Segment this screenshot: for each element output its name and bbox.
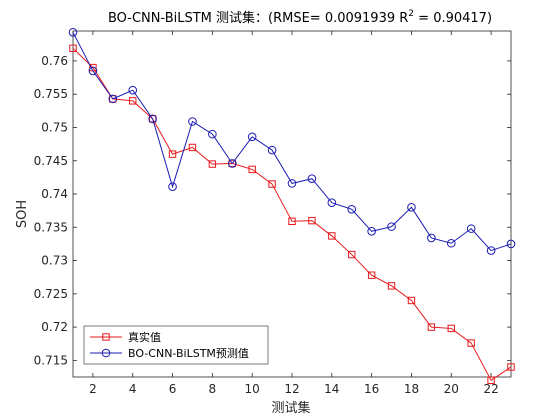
x-tick-label: 2: [89, 382, 97, 396]
series-2-point: [227, 159, 237, 168]
series-2-point: [108, 94, 118, 104]
x-axis-ticks: 2 4 6 8 10 12 14 16 18 20 22: [89, 31, 499, 396]
series-1-point: [188, 143, 197, 152]
y-tick-label: 0.73: [41, 254, 68, 268]
series-2-point: [367, 226, 376, 236]
x-tick-label: 8: [209, 382, 217, 396]
series-1-point: [328, 232, 336, 240]
series-2-point: [327, 198, 337, 207]
series-1-point: [228, 159, 236, 168]
y-tick-label: 0.715: [34, 353, 68, 367]
series-2-point: [347, 205, 357, 214]
x-tick-label: 4: [129, 382, 137, 396]
plot-frame: [72, 30, 512, 378]
legend-marker-1: [102, 333, 110, 341]
series-1-point: [487, 376, 495, 385]
series-2-point: [466, 224, 476, 233]
chart-title-tail: = 0.90417): [414, 11, 492, 26]
x-tick-label: 10: [245, 382, 260, 396]
series-1-point: [268, 180, 276, 188]
y-tick-label: 0.755: [34, 87, 68, 101]
y-tick-label: 0.725: [34, 287, 68, 301]
legend-marker-2: [101, 348, 111, 358]
series-1-point: [367, 271, 376, 279]
y-tick-label: 0.74: [41, 187, 68, 201]
x-tick-label: 16: [364, 382, 379, 396]
series-1-point: [447, 324, 455, 333]
y-tick-label: 0.745: [34, 154, 68, 168]
series-1-point: [129, 97, 137, 105]
series-1: [69, 44, 515, 385]
series-2-point: [168, 182, 177, 191]
y-axis-ticks: 0.715 0.72 0.725 0.73 0.735 0.74 0.745 0.75 0.75…: [34, 54, 511, 367]
series-2-point: [506, 239, 516, 249]
series-2: [68, 28, 516, 255]
series-1-point: [69, 44, 77, 52]
series-2-point: [267, 145, 277, 155]
y-tick-label: 0.75: [41, 120, 68, 134]
y-tick-label: 0.72: [41, 320, 68, 334]
x-tick-label: 22: [483, 382, 498, 396]
legend: 真实值 BO-CNN-BiLSTM预测值: [83, 325, 269, 365]
series-2-point: [128, 85, 138, 95]
series-1-point: [507, 363, 515, 371]
series-2-point: [247, 132, 257, 142]
series-1-point: [168, 150, 177, 158]
series-2-point: [427, 233, 436, 243]
series-1-point: [467, 339, 475, 347]
x-tick-label: 14: [324, 382, 339, 396]
x-axis-label: 测试集: [271, 400, 310, 416]
chart-title-superscript: 2: [408, 9, 414, 19]
legend-label-1: 真实值: [128, 330, 161, 344]
chart-title-main: BO-CNN-BiLSTM 测试集：(RMSE= 0.0091939 R: [108, 10, 408, 26]
series-1-point: [348, 250, 356, 259]
series-2-point: [68, 28, 78, 37]
x-tick-label: 12: [284, 382, 299, 396]
series-2-point: [188, 117, 197, 126]
series-1-point: [387, 282, 396, 290]
legend-box: [83, 325, 269, 365]
x-tick-label: 6: [169, 382, 177, 396]
series-1-point: [288, 217, 296, 226]
series-2-point: [148, 114, 157, 124]
series-1-point: [407, 296, 416, 305]
y-tick-label: 0.735: [34, 220, 68, 234]
y-tick-label: 0.76: [41, 54, 68, 68]
series-layer: [68, 28, 516, 385]
x-tick-label: 20: [444, 382, 459, 396]
series-2-point: [88, 66, 98, 76]
series-1-line: [72, 47, 512, 382]
series-1-point: [427, 323, 436, 331]
series-2-point: [486, 246, 496, 255]
legend-label-2: BO-CNN-BiLSTM预测值: [128, 347, 249, 360]
series-1-point: [148, 115, 157, 123]
series-2-point: [407, 203, 416, 212]
series-1-point: [208, 160, 217, 168]
y-axis-label: SOH: [15, 200, 30, 228]
series-2-line: [72, 32, 512, 252]
series-2-point: [208, 129, 217, 139]
series-1-point: [248, 165, 256, 174]
plot-area: [72, 30, 512, 378]
x-tick-label: 18: [404, 382, 419, 396]
series-2-point: [307, 174, 317, 184]
series-1-point: [308, 216, 316, 225]
series-2-point: [287, 179, 297, 188]
series-2-point: [446, 238, 456, 248]
series-2-point: [387, 222, 396, 231]
series-1-point: [109, 95, 117, 103]
chart-title: BO-CNN-BiLSTM 测试集：(RMSE= 0.0091939 R2 = …: [108, 9, 492, 26]
